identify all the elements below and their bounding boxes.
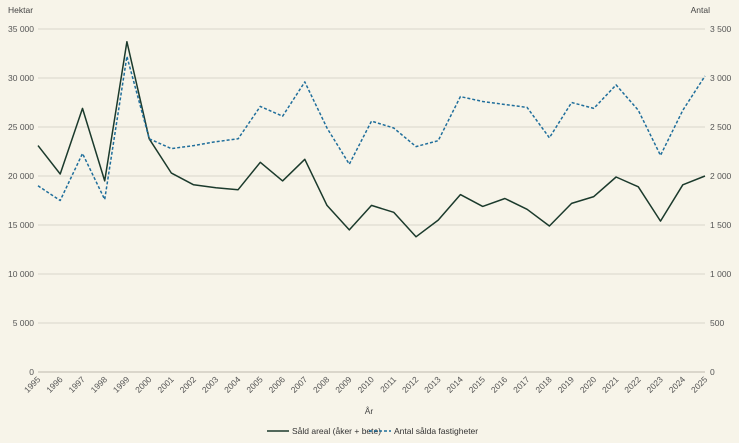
left-tick-label: 35 000 bbox=[8, 24, 34, 34]
series-lines bbox=[37, 40, 706, 238]
left-tick-label: 5 000 bbox=[13, 318, 35, 328]
x-tick-label: 2001 bbox=[155, 374, 176, 395]
x-tick-label: 2012 bbox=[400, 374, 421, 395]
x-tick-label: 1999 bbox=[111, 374, 132, 395]
legend-label: Antal sålda fastigheter bbox=[394, 426, 478, 436]
x-tick-label: 2024 bbox=[667, 374, 688, 395]
x-tick-label: 2002 bbox=[178, 374, 199, 395]
left-tick-label: 25 000 bbox=[8, 122, 34, 132]
right-tick-label: 500 bbox=[710, 318, 724, 328]
x-tick-label: 2010 bbox=[355, 374, 376, 395]
x-tick-label: 2006 bbox=[267, 374, 288, 395]
x-tick-label: 2017 bbox=[511, 374, 532, 395]
x-axis-title: År bbox=[365, 406, 374, 416]
x-tick-label: 2014 bbox=[444, 374, 465, 395]
x-tick-label: 2013 bbox=[422, 374, 443, 395]
x-tick-label: 2018 bbox=[533, 374, 554, 395]
left-tick-label: 15 000 bbox=[8, 220, 34, 230]
right-tick-label: 3 500 bbox=[710, 24, 732, 34]
x-tick-label: 1997 bbox=[66, 374, 87, 395]
x-tick-label: 1998 bbox=[89, 374, 110, 395]
series-line bbox=[37, 40, 706, 238]
right-axis-title: Antal bbox=[691, 5, 710, 15]
x-tick-label: 2000 bbox=[133, 374, 154, 395]
x-tick-label: 2007 bbox=[289, 374, 310, 395]
x-tick-label: 2019 bbox=[556, 374, 577, 395]
x-tick-label: 2015 bbox=[467, 374, 488, 395]
right-tick-label: 2 000 bbox=[710, 171, 732, 181]
right-tick-label: 1 500 bbox=[710, 220, 732, 230]
left-tick-label: 30 000 bbox=[8, 73, 34, 83]
x-tick-label: 2009 bbox=[333, 374, 354, 395]
x-tick-label: 2011 bbox=[378, 374, 398, 394]
right-axis-ticks: 0 500 1 000 1 500 2 000 2 500 3 000 3 500 bbox=[710, 24, 732, 377]
x-tick-label: 1995 bbox=[22, 374, 43, 395]
x-tick-label: 2003 bbox=[200, 374, 221, 395]
left-tick-label: 10 000 bbox=[8, 269, 34, 279]
x-tick-label: 2022 bbox=[622, 374, 643, 395]
x-tick-label: 2021 bbox=[600, 374, 621, 395]
legend-label: Såld areal (åker + bete) bbox=[292, 426, 381, 436]
legend: Såld areal (åker + bete) Antal sålda fast… bbox=[267, 426, 478, 436]
left-axis-title: Hektar bbox=[8, 5, 33, 15]
right-tick-label: 2 500 bbox=[710, 122, 732, 132]
x-tick-label: 2008 bbox=[311, 374, 332, 395]
series-line bbox=[37, 55, 706, 202]
left-axis-ticks: 0 5 000 10 000 15 000 20 000 25 000 30 000 35 0… bbox=[8, 24, 34, 377]
right-tick-label: 0 bbox=[710, 367, 715, 377]
x-tick-label: 1996 bbox=[44, 374, 65, 395]
x-axis-ticks: 1995 1996 1997 1998 1999 2000 2001 2002 2003 2004… bbox=[22, 374, 710, 395]
gridlines bbox=[38, 28, 705, 373]
left-tick-label: 20 000 bbox=[8, 171, 34, 181]
x-tick-label: 2023 bbox=[644, 374, 665, 395]
x-tick-label: 2005 bbox=[244, 374, 265, 395]
x-tick-label: 2004 bbox=[222, 374, 243, 395]
x-tick-label: 2016 bbox=[489, 374, 510, 395]
x-tick-label: 2020 bbox=[578, 374, 599, 395]
left-tick-label: 0 bbox=[29, 367, 34, 377]
x-tick-label: 2025 bbox=[689, 374, 710, 395]
right-tick-label: 1 000 bbox=[710, 269, 732, 279]
right-tick-label: 3 000 bbox=[710, 73, 732, 83]
